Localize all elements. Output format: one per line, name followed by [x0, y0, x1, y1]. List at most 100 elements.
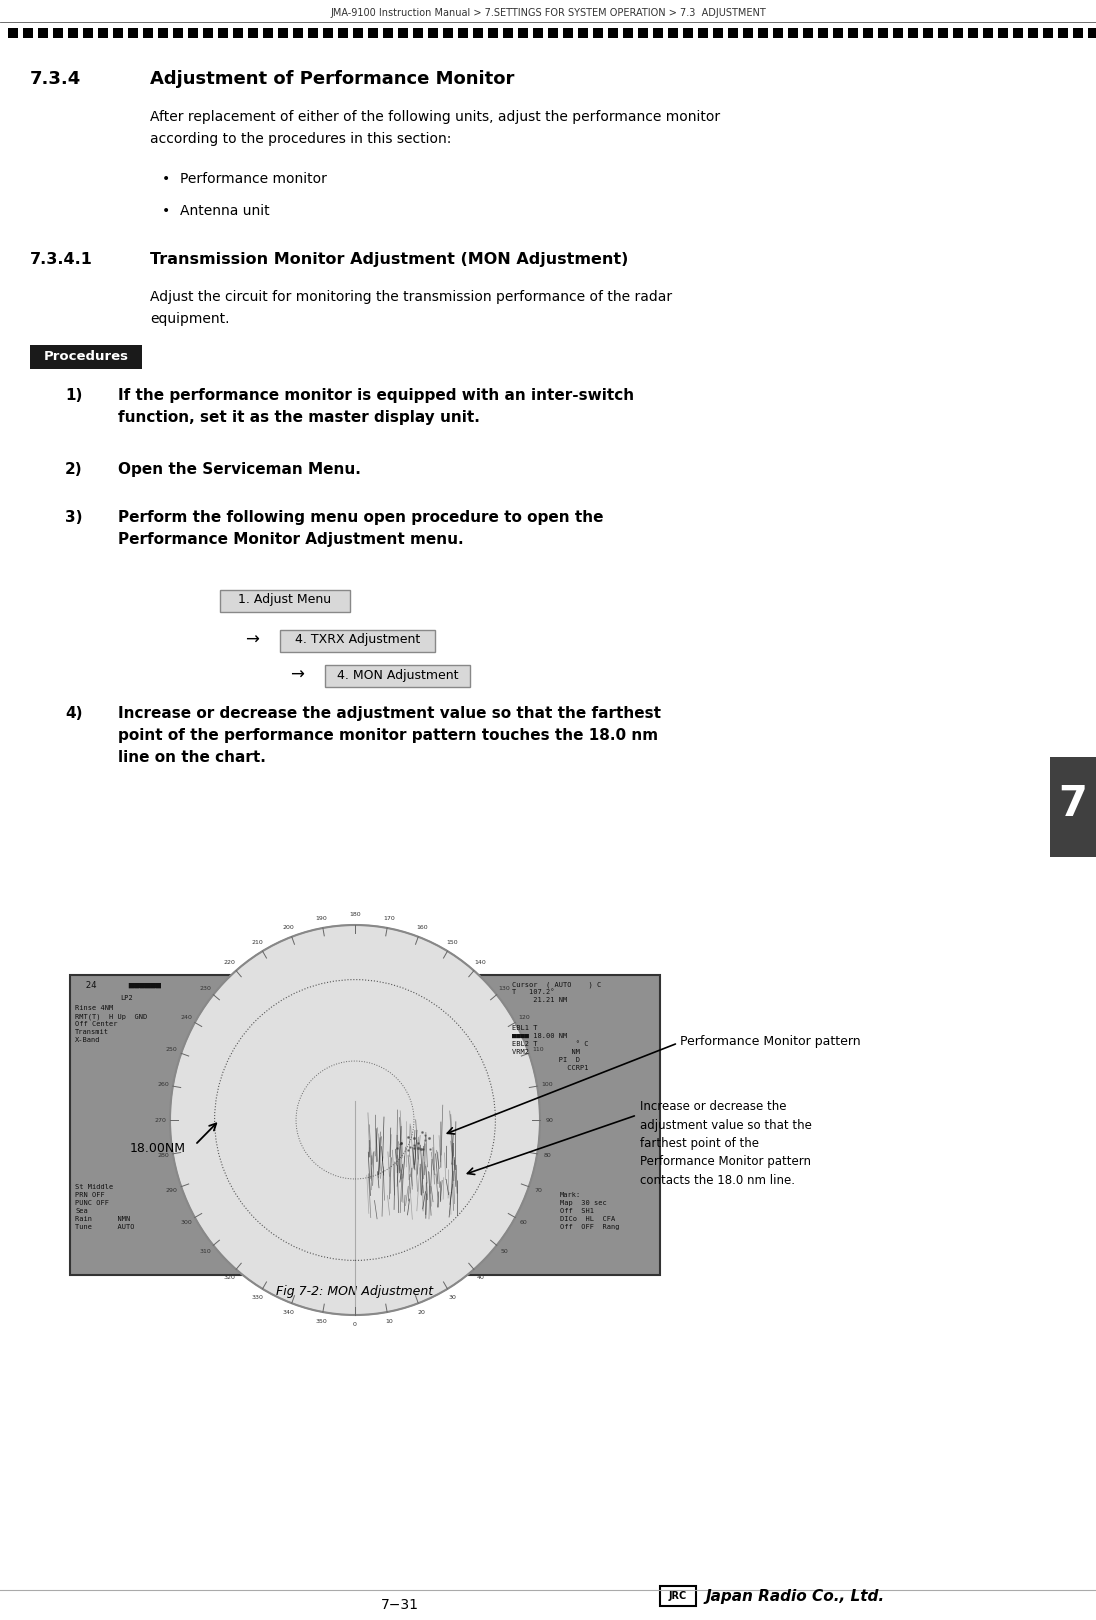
Text: 230: 230 — [199, 985, 212, 991]
Text: 0: 0 — [353, 1322, 357, 1327]
Bar — [233, 28, 243, 37]
Text: LP2: LP2 — [119, 995, 133, 1001]
Bar — [308, 28, 318, 37]
Text: 60: 60 — [520, 1220, 528, 1225]
Bar — [788, 28, 798, 37]
Bar — [113, 28, 123, 37]
Bar — [743, 28, 753, 37]
Bar — [443, 28, 453, 37]
Text: 50: 50 — [501, 1249, 509, 1254]
Bar — [518, 28, 528, 37]
Bar — [1073, 28, 1083, 37]
Bar — [803, 28, 813, 37]
Bar — [698, 28, 708, 37]
Bar — [473, 28, 483, 37]
Text: 1. Adjust Menu: 1. Adjust Menu — [239, 593, 332, 606]
Bar — [128, 28, 138, 37]
Bar — [848, 28, 858, 37]
Bar — [938, 28, 948, 37]
Text: 290: 290 — [165, 1187, 178, 1192]
Text: 180: 180 — [350, 912, 361, 917]
Text: Adjustment of Performance Monitor: Adjustment of Performance Monitor — [150, 70, 514, 87]
Bar — [1088, 28, 1096, 37]
Text: 7: 7 — [1059, 782, 1087, 825]
Text: Adjust the circuit for monitoring the transmission performance of the radar
equi: Adjust the circuit for monitoring the tr… — [150, 290, 672, 326]
Text: →: → — [290, 666, 304, 684]
Text: 4. MON Adjustment: 4. MON Adjustment — [336, 669, 458, 682]
Text: 3): 3) — [65, 510, 82, 525]
Bar — [548, 28, 558, 37]
Text: 150: 150 — [447, 940, 458, 944]
Text: 220: 220 — [224, 961, 236, 966]
Bar — [983, 28, 993, 37]
Bar — [353, 28, 363, 37]
Bar — [173, 28, 183, 37]
Bar — [38, 28, 48, 37]
Text: JRC: JRC — [669, 1591, 687, 1601]
Bar — [338, 28, 349, 37]
Text: Increase or decrease the adjustment value so that the farthest
point of the perf: Increase or decrease the adjustment valu… — [118, 706, 661, 765]
Bar — [279, 630, 435, 651]
Text: 210: 210 — [252, 940, 263, 944]
Bar — [878, 28, 888, 37]
Text: 7−31: 7−31 — [381, 1597, 419, 1612]
Text: 2): 2) — [65, 462, 82, 476]
Bar — [413, 28, 423, 37]
Bar — [968, 28, 978, 37]
Bar — [323, 28, 333, 37]
Bar — [1050, 757, 1096, 857]
Text: Perform the following menu open procedure to open the
Performance Monitor Adjust: Perform the following menu open procedur… — [118, 510, 604, 548]
Text: 320: 320 — [224, 1275, 236, 1280]
Text: Performance monitor: Performance monitor — [180, 172, 327, 186]
Bar — [488, 28, 498, 37]
Bar — [773, 28, 783, 37]
Text: 1): 1) — [65, 389, 82, 403]
Bar — [758, 28, 768, 37]
Bar — [638, 28, 648, 37]
Bar — [1058, 28, 1068, 37]
Bar — [142, 28, 153, 37]
Text: 170: 170 — [383, 915, 395, 920]
Bar — [623, 28, 633, 37]
Text: Procedures: Procedures — [44, 350, 128, 363]
Text: 280: 280 — [157, 1153, 169, 1158]
Text: 10: 10 — [385, 1319, 392, 1325]
Text: Performance Monitor pattern: Performance Monitor pattern — [680, 1035, 860, 1048]
Bar — [863, 28, 874, 37]
Text: Cursor  ( AUTO    ) C
T   107.2°
     21.21 NM: Cursor ( AUTO ) C T 107.2° 21.21 NM — [512, 982, 602, 1003]
Bar — [563, 28, 573, 37]
Text: 80: 80 — [544, 1153, 551, 1158]
Text: 350: 350 — [316, 1319, 327, 1325]
Text: If the performance monitor is equipped with an inter-switch
function, set it as : If the performance monitor is equipped w… — [118, 389, 635, 424]
Bar — [503, 28, 513, 37]
Text: EBL1 T
■■■■ 18.00 NM
EBL2 T         ° C
VRM2          NM
           PI  D
      : EBL1 T ■■■■ 18.00 NM EBL2 T ° C VRM2 NM … — [512, 1025, 589, 1071]
Bar — [578, 28, 587, 37]
Bar — [1028, 28, 1038, 37]
Bar — [278, 28, 288, 37]
Text: 310: 310 — [199, 1249, 212, 1254]
Bar — [893, 28, 903, 37]
Bar — [954, 28, 963, 37]
Bar — [533, 28, 543, 37]
Bar — [368, 28, 378, 37]
Text: Open the Serviceman Menu.: Open the Serviceman Menu. — [118, 462, 361, 476]
Text: 4. TXRX Adjustment: 4. TXRX Adjustment — [295, 633, 420, 646]
Text: Transmission Monitor Adjustment (MON Adjustment): Transmission Monitor Adjustment (MON Adj… — [150, 253, 628, 267]
Text: 4): 4) — [65, 706, 82, 721]
Bar — [53, 28, 62, 37]
Text: 120: 120 — [518, 1016, 529, 1021]
Bar — [326, 664, 470, 687]
Text: 140: 140 — [475, 961, 487, 966]
Bar — [653, 28, 663, 37]
Text: Japan Radio Co., Ltd.: Japan Radio Co., Ltd. — [706, 1589, 886, 1604]
Bar — [458, 28, 468, 37]
Text: 130: 130 — [499, 985, 511, 991]
Bar — [98, 28, 109, 37]
Bar — [68, 28, 78, 37]
Text: JMA-9100 Instruction Manual > 7.SETTINGS FOR SYSTEM OPERATION > 7.3  ADJUSTMENT: JMA-9100 Instruction Manual > 7.SETTINGS… — [330, 8, 766, 18]
Bar — [248, 28, 258, 37]
Text: 7.3.4: 7.3.4 — [30, 70, 81, 87]
Text: 7.3.4.1: 7.3.4.1 — [30, 253, 93, 267]
Bar — [158, 28, 168, 37]
Bar — [70, 975, 660, 1275]
